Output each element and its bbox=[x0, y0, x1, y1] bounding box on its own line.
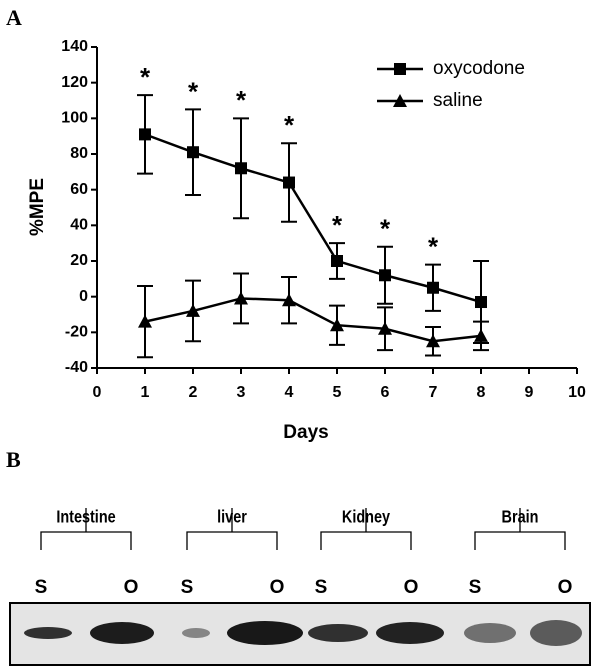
annotation: * bbox=[188, 76, 199, 106]
marker bbox=[379, 269, 391, 282]
marker bbox=[331, 255, 343, 267]
marker bbox=[475, 296, 487, 309]
y-tick-label: 100 bbox=[61, 110, 88, 127]
bracket bbox=[186, 508, 278, 550]
marker bbox=[427, 281, 439, 294]
lane-label: O bbox=[404, 577, 419, 598]
lane-label: S bbox=[35, 577, 48, 598]
x-tick-label: 3 bbox=[237, 384, 246, 401]
blot-band bbox=[464, 623, 516, 643]
x-tick-label: 1 bbox=[141, 384, 150, 401]
marker bbox=[393, 94, 407, 107]
blot-band bbox=[376, 622, 444, 644]
y-tick-label: 120 bbox=[61, 74, 88, 91]
y-tick-label: -20 bbox=[65, 324, 88, 341]
x-tick-label: 10 bbox=[568, 384, 586, 401]
bracket bbox=[40, 508, 132, 550]
marker bbox=[235, 162, 247, 175]
marker bbox=[234, 291, 248, 305]
blot-band bbox=[227, 621, 303, 645]
marker bbox=[282, 293, 296, 307]
marker bbox=[394, 63, 406, 75]
marker bbox=[187, 146, 199, 159]
lane-label: O bbox=[124, 577, 139, 598]
blot-band bbox=[90, 622, 154, 644]
marker bbox=[426, 334, 440, 348]
series-line bbox=[144, 297, 482, 343]
marker bbox=[139, 128, 151, 141]
x-tick-label: 4 bbox=[285, 384, 294, 401]
annotation: * bbox=[284, 110, 295, 140]
lane-label: O bbox=[270, 577, 285, 598]
x-tick-label: 7 bbox=[429, 384, 438, 401]
marker bbox=[378, 321, 392, 335]
blot-band bbox=[182, 628, 210, 638]
y-tick-label: 20 bbox=[70, 252, 88, 269]
blot-band bbox=[308, 624, 368, 642]
x-tick-label: 5 bbox=[333, 384, 342, 401]
annotation: * bbox=[428, 231, 439, 261]
panel-label: A bbox=[6, 5, 22, 30]
blot-band bbox=[530, 620, 582, 646]
legend-label: saline bbox=[433, 90, 483, 111]
lane-label: S bbox=[469, 577, 482, 598]
annotation: * bbox=[380, 214, 391, 244]
lane-label: S bbox=[315, 577, 328, 598]
y-tick-label: 140 bbox=[61, 38, 88, 55]
annotation: * bbox=[236, 85, 247, 115]
y-tick-label: 0 bbox=[79, 288, 88, 305]
x-tick-label: 6 bbox=[381, 384, 390, 401]
annotation: * bbox=[332, 210, 343, 240]
annotation: * bbox=[140, 62, 151, 92]
lane-label: S bbox=[181, 577, 194, 598]
y-tick-label: 80 bbox=[70, 145, 88, 162]
x-tick-label: 8 bbox=[477, 384, 486, 401]
legend-label: oxycodone bbox=[433, 58, 525, 79]
marker bbox=[138, 314, 152, 328]
marker bbox=[474, 328, 488, 342]
y-tick-label: 60 bbox=[70, 181, 88, 198]
series-line bbox=[144, 133, 482, 304]
bracket bbox=[474, 508, 566, 550]
x-axis-label: Days bbox=[283, 422, 328, 443]
x-tick-label: 9 bbox=[525, 384, 534, 401]
marker bbox=[330, 318, 344, 332]
marker bbox=[186, 303, 200, 317]
y-tick-label: -40 bbox=[65, 359, 88, 376]
marker bbox=[283, 176, 295, 189]
panel-label: B bbox=[6, 447, 21, 472]
blot-band bbox=[24, 627, 72, 639]
lane-label: O bbox=[558, 577, 573, 598]
y-tick-label: 40 bbox=[70, 217, 88, 234]
x-tick-label: 2 bbox=[189, 384, 198, 401]
x-tick-label: 0 bbox=[93, 384, 102, 401]
bracket bbox=[320, 508, 412, 550]
y-axis-label: %MPE bbox=[27, 178, 48, 236]
